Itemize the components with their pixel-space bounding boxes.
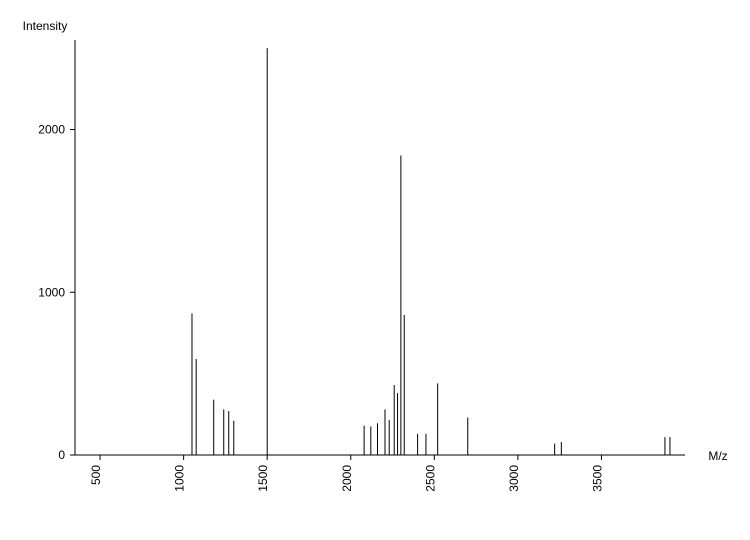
x-tick-label: 2500 [423,465,437,492]
x-tick-label: 3500 [590,465,604,492]
y-tick-label: 1000 [38,285,65,299]
plot-background [0,0,750,540]
y-axis-label: Intensity [23,19,68,33]
x-tick-label: 3000 [507,465,521,492]
x-tick-label: 1500 [256,465,270,492]
x-tick-label: 2000 [340,465,354,492]
spectrum-svg: 500 1000 1500 2000 2500 3000 3500 0 1000 2000 In… [0,0,750,540]
mass-spectrum-figure: 500 1000 1500 2000 2500 3000 3500 0 1000 2000 In… [0,0,750,540]
x-axis-label: M/z [708,449,727,463]
y-tick-label: 2000 [38,123,65,137]
x-tick-label: 500 [89,465,103,485]
y-tick-label: 0 [58,448,65,462]
x-tick-label: 1000 [173,465,187,492]
